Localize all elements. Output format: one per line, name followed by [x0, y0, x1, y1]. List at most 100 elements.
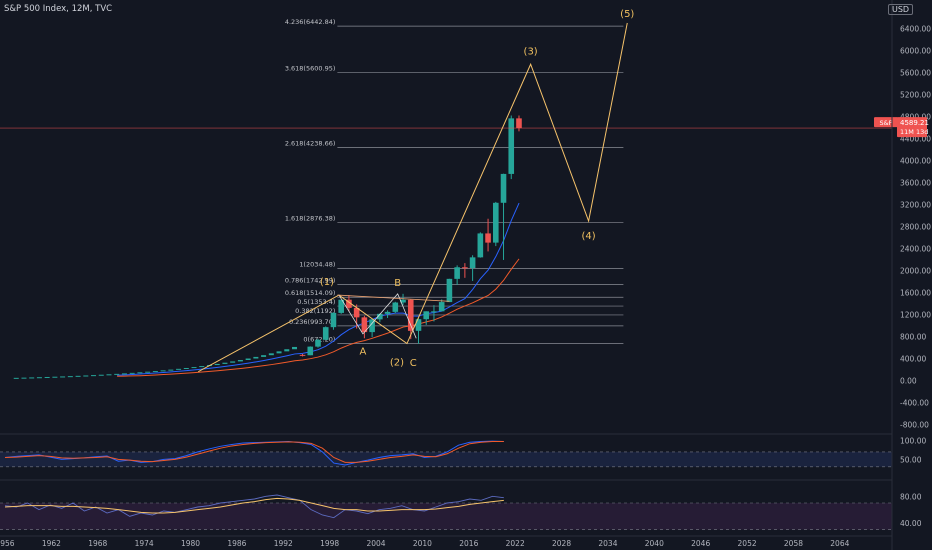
candle — [168, 369, 174, 371]
candle — [67, 376, 73, 378]
candle — [75, 375, 81, 377]
time-tick-label: 2058 — [784, 539, 803, 548]
candle — [377, 313, 383, 320]
oscillator-band — [0, 503, 892, 530]
price-axis[interactable]: 6400.00 6000.00 5600.00 5200.00 4800.00 4400.… — [874, 25, 931, 529]
candle — [98, 374, 104, 376]
price-tick-label: 5200.00 — [900, 91, 931, 100]
candle — [322, 327, 329, 340]
candle — [129, 372, 135, 374]
fib-level-label: 0(672.20) — [303, 336, 335, 344]
wave-label: (5) — [620, 9, 634, 20]
moving-average-fast — [117, 202, 520, 376]
rsi-band — [0, 451, 892, 467]
candle — [183, 367, 189, 369]
time-tick-label: 2004 — [366, 539, 385, 548]
rsi-pane[interactable] — [0, 440, 892, 468]
stoch-pane[interactable] — [0, 494, 892, 530]
time-axis[interactable]: 1956 1962 1968 1974 1980 1986 1992 1998 2004 2010… — [0, 0, 893, 550]
candle — [261, 355, 267, 357]
price-tick-label: 2800.00 — [900, 223, 931, 232]
candle — [307, 346, 314, 356]
candle — [384, 311, 391, 314]
candle — [245, 358, 251, 361]
fib-level-label: 0.382(1192) — [295, 307, 335, 315]
candle — [284, 349, 290, 352]
price-tick-label: -400.00 — [900, 399, 929, 408]
currency-button[interactable]: USD — [888, 4, 914, 15]
time-tick-label: 2052 — [738, 539, 757, 548]
price-tick-label: 2000.00 — [900, 267, 931, 276]
moving-average-slow — [117, 258, 520, 377]
time-tick-label: 2040 — [645, 539, 664, 548]
candle — [36, 377, 42, 379]
time-tick-label: 1998 — [320, 539, 339, 548]
time-tick-label: 2022 — [506, 539, 525, 548]
fib-level-label: 1.618(2876.38) — [285, 214, 336, 222]
candle — [292, 346, 298, 350]
candle — [454, 267, 460, 279]
candle — [21, 377, 27, 379]
candle — [477, 233, 484, 258]
candle — [446, 278, 453, 303]
candle — [83, 375, 89, 377]
fib-level-label: 0.786(1742.99) — [285, 277, 336, 285]
time-tick-label: 2010 — [413, 539, 432, 548]
chart-title: S&P 500 Index, 12M, TVC — [4, 4, 113, 14]
price-badge-label: S&P — [879, 119, 892, 127]
correction-path — [338, 293, 417, 339]
candle — [176, 368, 182, 370]
time-tick-label: 1968 — [88, 539, 107, 548]
candle — [330, 312, 337, 328]
candle — [60, 376, 66, 378]
candle — [106, 374, 112, 376]
price-tick-label: 4400.00 — [900, 135, 931, 144]
time-tick-label: 2034 — [598, 539, 617, 548]
price-tick-label: 3600.00 — [900, 179, 931, 188]
price-tick-label: 4800.00 — [900, 113, 931, 122]
price-tick-label: 5600.00 — [900, 69, 931, 78]
candle — [516, 118, 522, 129]
fib-level-label: 0.236(993.70) — [289, 318, 335, 326]
wave-label: (3) — [524, 46, 538, 57]
time-tick-label: 2028 — [552, 539, 571, 548]
candle — [407, 299, 414, 331]
candle — [400, 299, 406, 303]
price-badge-value: 4589.21 — [900, 119, 929, 127]
candle — [44, 376, 50, 378]
price-tick-label: 1600.00 — [900, 289, 931, 298]
time-tick-label: 1962 — [42, 539, 61, 548]
price-tick-label: 6000.00 — [900, 47, 931, 56]
candle — [152, 371, 158, 373]
wave-label: (2) — [390, 358, 404, 369]
wave-label: B — [394, 278, 401, 289]
time-tick-label: 2046 — [691, 539, 710, 548]
time-tick-label: 1992 — [274, 539, 293, 548]
main-pane[interactable]: 4.236(6442.84) 3.618(5600.95) 2.618(4238.6… — [0, 9, 892, 379]
candle — [299, 354, 306, 356]
candle — [13, 377, 19, 379]
time-tick-label: 1974 — [135, 539, 154, 548]
candle — [423, 311, 430, 320]
fib-level-label: 1(2034.48) — [299, 261, 335, 269]
rsi-tick-label: 50.00 — [900, 455, 922, 464]
time-tick-label: 2064 — [830, 539, 849, 548]
candle — [415, 319, 422, 331]
time-tick-label: 2016 — [459, 539, 478, 548]
rsi-tick-label: 100.00 — [900, 437, 926, 446]
candle — [145, 371, 151, 373]
candle — [361, 317, 368, 333]
candle — [91, 375, 97, 377]
oscillator-line — [4, 494, 504, 519]
wave-label: (4) — [582, 231, 596, 242]
price-tick-label: 1200.00 — [900, 311, 931, 320]
price-tick-label: 800.00 — [900, 333, 926, 342]
price-tick-label: -800.00 — [900, 421, 929, 430]
candle — [369, 319, 375, 333]
fib-level-label: 0.5(1353.4) — [297, 298, 335, 306]
candle — [214, 363, 220, 366]
candle — [222, 362, 228, 364]
rsi-signal-line — [4, 440, 504, 463]
